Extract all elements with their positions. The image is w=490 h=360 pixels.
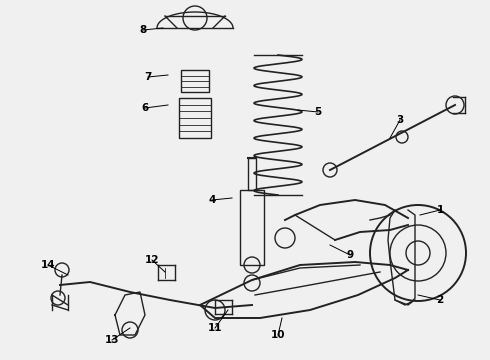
Text: 2: 2 — [437, 295, 443, 305]
Bar — [181, 70, 209, 92]
Text: 3: 3 — [396, 115, 404, 125]
Text: 9: 9 — [346, 250, 354, 260]
Text: 10: 10 — [271, 330, 285, 340]
Text: 8: 8 — [139, 25, 147, 35]
Text: 11: 11 — [208, 323, 222, 333]
Text: 14: 14 — [41, 260, 55, 270]
Text: 4: 4 — [208, 195, 216, 205]
Text: 12: 12 — [145, 255, 159, 265]
Text: 7: 7 — [145, 72, 152, 82]
Bar — [240, 190, 264, 265]
Text: 6: 6 — [142, 103, 148, 113]
Text: 5: 5 — [315, 107, 321, 117]
Bar — [248, 158, 256, 190]
Text: 1: 1 — [437, 205, 443, 215]
Bar — [179, 98, 211, 138]
Text: 13: 13 — [105, 335, 119, 345]
